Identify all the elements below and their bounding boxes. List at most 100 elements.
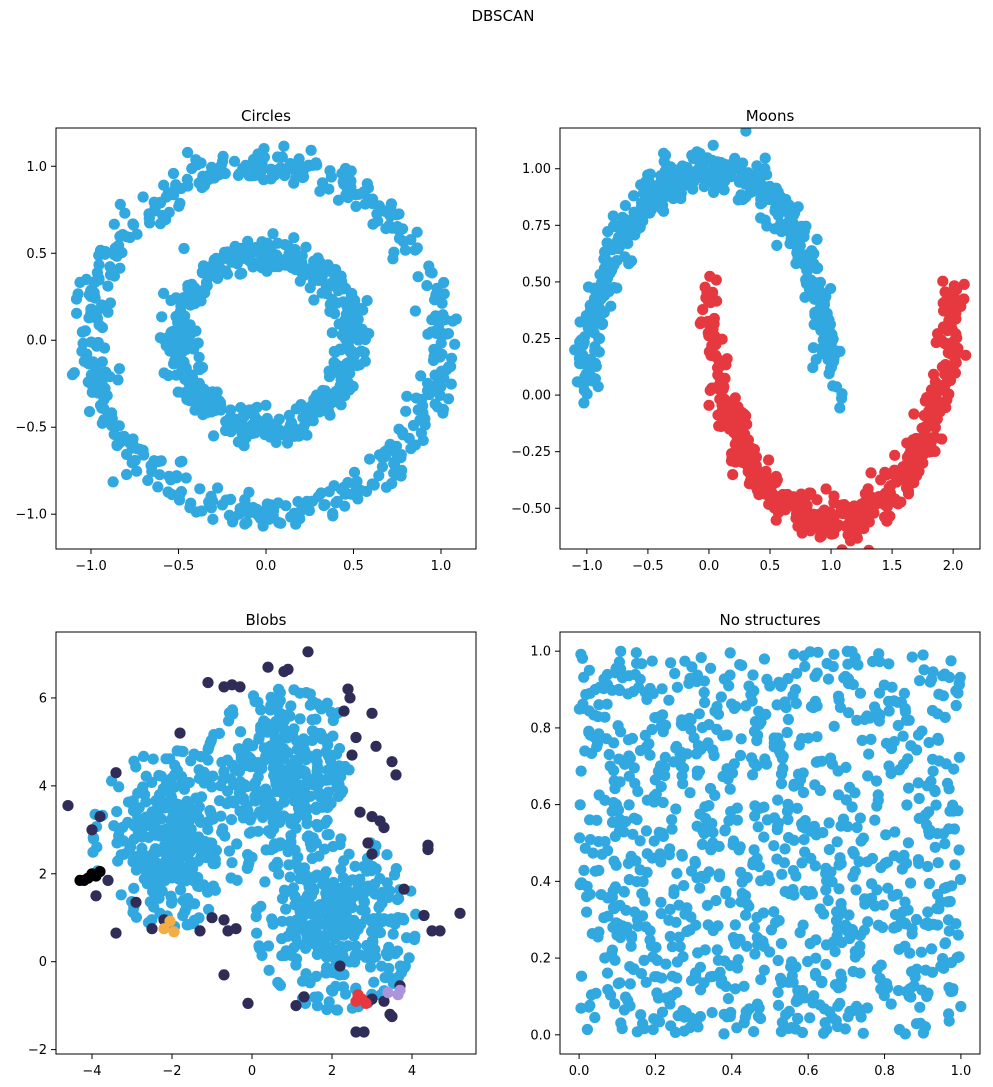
data-point [861, 1002, 874, 1014]
data-point [180, 373, 192, 385]
data-point [727, 469, 739, 481]
data-point [332, 790, 345, 803]
data-point [131, 228, 143, 240]
data-point [694, 147, 706, 160]
data-point [764, 946, 776, 958]
data-point [324, 265, 336, 277]
data-point [328, 890, 340, 902]
x-tick-label: 0.5 [343, 559, 364, 574]
data-point [646, 655, 658, 667]
data-point [342, 894, 355, 906]
data-point [263, 964, 275, 976]
data-point [113, 830, 125, 842]
data-point [655, 856, 667, 868]
data-point [856, 505, 868, 517]
data-point [261, 498, 273, 510]
data-point [906, 651, 918, 663]
data-point [910, 913, 923, 926]
data-point [227, 516, 239, 528]
data-point [733, 844, 745, 856]
data-point [836, 388, 848, 400]
data-point [111, 250, 123, 262]
data-point [761, 758, 773, 770]
data-point [146, 776, 158, 789]
data-point [703, 399, 715, 411]
data-point [693, 172, 705, 184]
data-point [220, 415, 232, 428]
data-point [761, 220, 773, 232]
data-point [714, 966, 726, 979]
data-point [70, 293, 83, 305]
data-point [799, 291, 811, 303]
data-point [772, 954, 784, 967]
data-point [685, 865, 698, 877]
data-point [755, 875, 767, 887]
x-tick-label: 2 [328, 1064, 336, 1079]
data-point [779, 843, 791, 855]
data-point [743, 680, 755, 692]
points-layer [66, 140, 462, 532]
data-point [194, 925, 206, 937]
data-point [361, 939, 373, 952]
data-point [811, 667, 823, 679]
data-point [322, 764, 334, 776]
data-point [676, 770, 688, 782]
data-point [799, 660, 811, 673]
data-point [380, 223, 392, 235]
data-point [944, 895, 956, 908]
data-point [326, 294, 338, 306]
data-point [677, 951, 689, 963]
data-point [321, 829, 333, 841]
data-point [792, 984, 804, 997]
data-point [731, 962, 744, 974]
data-point [883, 760, 895, 772]
data-point [394, 960, 406, 972]
data-point [585, 319, 597, 331]
data-point [411, 242, 423, 254]
data-point [768, 741, 780, 753]
data-point [919, 428, 931, 440]
data-point [204, 837, 216, 849]
data-point [272, 801, 284, 813]
data-point [804, 646, 816, 658]
data-point [579, 376, 591, 388]
data-point [366, 925, 378, 938]
data-point [156, 311, 168, 323]
data-point [417, 407, 429, 419]
data-point [832, 1020, 844, 1033]
data-point [104, 261, 116, 273]
data-point [690, 748, 703, 760]
data-point [862, 916, 874, 928]
data-point [932, 919, 944, 931]
data-point [729, 919, 741, 931]
data-point [900, 714, 913, 726]
data-point [262, 661, 274, 673]
data-point [301, 818, 313, 830]
data-point [237, 245, 249, 258]
data-point [729, 161, 742, 173]
data-point [941, 376, 953, 388]
data-point [594, 681, 606, 693]
x-tick-label: 0.5 [760, 559, 781, 574]
data-point [945, 957, 958, 969]
data-point [877, 899, 889, 911]
data-point [320, 887, 332, 899]
data-point [843, 909, 855, 921]
data-point [354, 873, 366, 885]
data-point [949, 367, 962, 379]
data-point [829, 946, 841, 958]
data-point [882, 882, 894, 894]
data-point [722, 418, 734, 430]
data-point [206, 402, 218, 414]
data-point [625, 217, 637, 229]
data-point [241, 423, 253, 435]
data-point [429, 294, 441, 306]
data-point [175, 341, 187, 353]
data-point [768, 906, 780, 918]
data-point [699, 696, 711, 709]
figure-title: DBSCAN [471, 7, 534, 25]
data-point [783, 215, 795, 227]
data-point [747, 769, 759, 781]
data-point [787, 884, 799, 896]
data-point [174, 727, 186, 739]
